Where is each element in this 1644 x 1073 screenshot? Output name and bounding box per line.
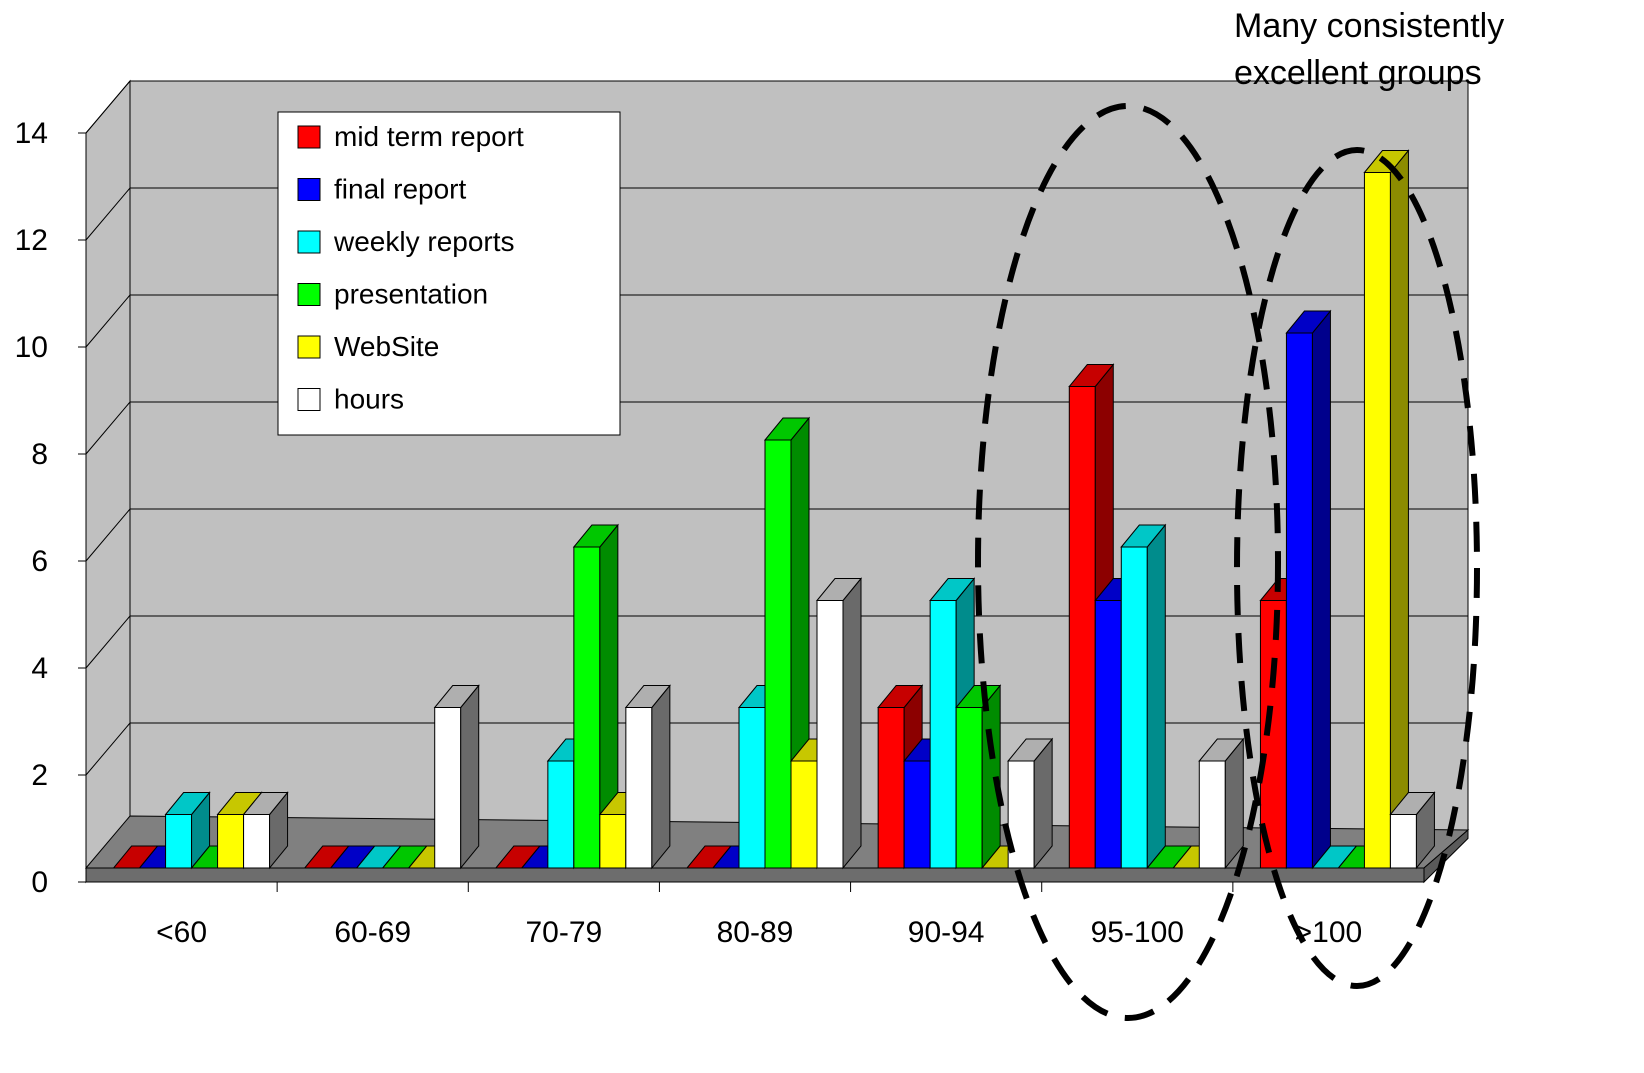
y-tick-label: 4 — [31, 652, 48, 685]
gridline — [85, 294, 1468, 348]
annotation: Many consistently excellent groups — [1234, 7, 1504, 92]
legend-label: hours — [334, 384, 404, 415]
legend-box — [277, 111, 621, 436]
bar — [955, 684, 1002, 870]
legend: mid term report final report weekly report… — [277, 111, 621, 436]
highlight-ellipse-95-100 — [975, 103, 1281, 1021]
x-tick-label: 70-79 — [525, 916, 602, 949]
bar — [164, 791, 211, 870]
x-axis-ticks: <60 60-69 70-79 80-89 90-94 95-100 >100 — [156, 882, 1362, 949]
bar — [1389, 791, 1436, 870]
highlight-ellipse-over-100 — [1234, 147, 1480, 989]
bar — [242, 791, 289, 870]
bar — [1198, 737, 1245, 870]
gridline — [85, 401, 1468, 455]
y-axis-ticks: 0 2 4 6 8 10 12 14 — [15, 117, 86, 899]
legend-swatch — [297, 178, 321, 201]
legend-swatch — [297, 125, 321, 149]
gridline — [85, 187, 1468, 241]
bar — [624, 684, 671, 870]
legend-label: mid term report — [334, 121, 524, 152]
legend-swatch — [297, 335, 321, 359]
legend-label: final report — [334, 174, 467, 205]
bar — [1007, 737, 1054, 870]
annotation-line2: excellent groups — [1234, 54, 1482, 92]
y-tick-label: 0 — [31, 866, 48, 899]
bar — [1120, 523, 1167, 870]
gridline — [85, 80, 1468, 134]
x-tick-label: <60 — [156, 916, 207, 949]
legend-swatch — [297, 388, 321, 411]
legend-label: weekly reports — [333, 226, 515, 257]
bar — [1363, 149, 1410, 870]
x-tick-label: 80-89 — [717, 916, 794, 949]
gridline — [85, 615, 1468, 669]
gridline — [85, 508, 1468, 562]
x-tick-label: >100 — [1295, 916, 1363, 949]
y-tick-label: 10 — [15, 331, 48, 364]
annotation-line1: Many consistently — [1234, 7, 1504, 45]
y-tick-label: 12 — [15, 224, 48, 257]
x-tick-label: 95-100 — [1091, 916, 1184, 949]
y-tick-label: 6 — [31, 545, 48, 578]
gridline — [85, 722, 1468, 776]
axes — [85, 133, 1424, 883]
legend-swatch — [297, 230, 321, 254]
bar — [815, 577, 863, 870]
side-wall — [85, 79, 131, 884]
legend-label: WebSite — [334, 331, 439, 362]
x-tick-label: 90-94 — [908, 916, 985, 949]
bars — [112, 149, 1436, 870]
bar — [1285, 309, 1332, 870]
bar — [737, 684, 785, 870]
y-tick-label: 8 — [31, 438, 48, 471]
legend-swatch — [297, 283, 321, 306]
bar — [572, 523, 619, 870]
x-tick-label: 60-69 — [334, 916, 411, 949]
floor-front — [85, 867, 1425, 883]
bar — [433, 684, 480, 870]
y-tick-label: 14 — [15, 117, 48, 150]
y-tick-label: 2 — [31, 759, 48, 792]
legend-label: presentation — [334, 279, 488, 310]
